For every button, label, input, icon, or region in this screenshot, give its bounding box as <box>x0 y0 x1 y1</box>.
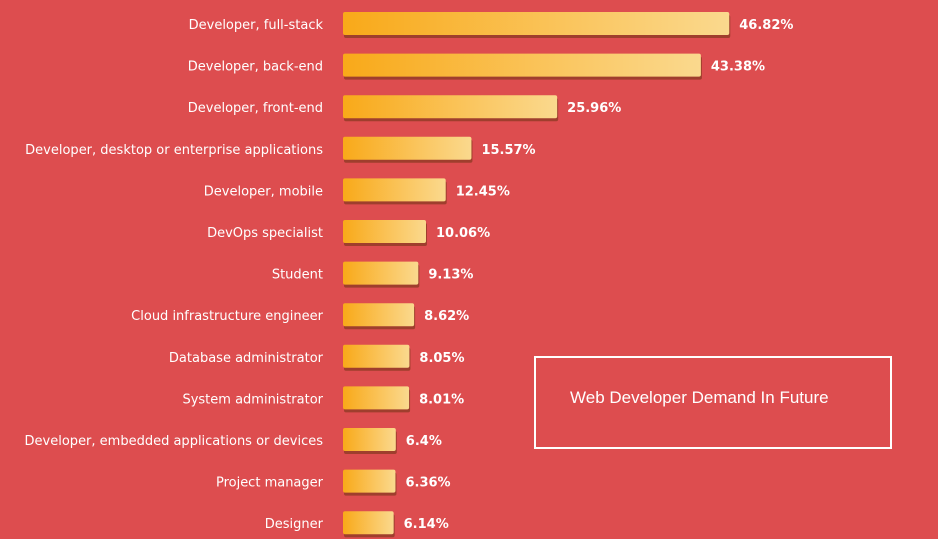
category-label: Student <box>272 268 323 283</box>
category-label: DevOps specialist <box>207 226 323 241</box>
category-label: Developer, mobile <box>204 184 323 199</box>
value-label: 46.82% <box>739 18 793 33</box>
bar <box>343 220 426 243</box>
bar <box>343 178 446 202</box>
value-label: 25.96% <box>567 101 621 116</box>
bar <box>343 344 410 368</box>
category-label: Developer, full-stack <box>189 18 324 33</box>
bar <box>343 511 394 535</box>
category-label: Designer <box>265 517 324 532</box>
bar <box>343 428 396 451</box>
value-label: 8.01% <box>419 392 464 407</box>
bar <box>343 12 730 35</box>
bar <box>343 136 472 160</box>
value-label: 6.36% <box>405 476 450 491</box>
bar <box>343 469 396 493</box>
category-label: System administrator <box>182 392 323 407</box>
category-label: Database administrator <box>169 351 324 366</box>
value-label: 8.05% <box>419 351 464 366</box>
category-label: Developer, back-end <box>188 60 323 75</box>
bar <box>343 53 701 77</box>
value-label: 12.45% <box>456 184 510 199</box>
value-label: 8.62% <box>424 309 469 324</box>
category-label: Developer, desktop or enterprise applica… <box>25 143 323 158</box>
value-label: 6.4% <box>406 434 442 449</box>
category-label: Developer, embedded applications or devi… <box>25 434 324 449</box>
category-label: Cloud infrastructure engineer <box>131 309 323 324</box>
value-label: 6.14% <box>404 517 449 532</box>
value-label: 43.38% <box>711 60 765 75</box>
value-label: 10.06% <box>436 226 490 241</box>
chart-title: Web Developer Demand In Future <box>570 388 829 407</box>
chart-title-box: Web Developer Demand In Future <box>534 356 892 449</box>
bar <box>343 303 415 327</box>
value-label: 15.57% <box>481 143 535 158</box>
category-label: Project manager <box>216 476 324 491</box>
category-label: Developer, front-end <box>188 101 323 116</box>
bar <box>343 95 558 119</box>
value-label: 9.13% <box>428 268 473 283</box>
bar <box>343 261 419 285</box>
bar <box>343 386 410 410</box>
